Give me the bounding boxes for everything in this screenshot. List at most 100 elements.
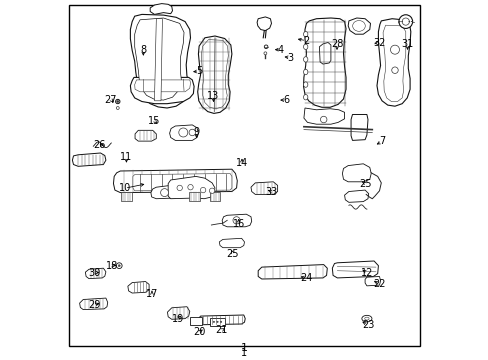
- Bar: [210, 318, 224, 326]
- Text: 9: 9: [193, 127, 199, 137]
- Polygon shape: [167, 307, 189, 319]
- Bar: [190, 317, 202, 325]
- Ellipse shape: [264, 52, 266, 55]
- Ellipse shape: [189, 129, 195, 136]
- Text: 20: 20: [193, 327, 205, 337]
- Ellipse shape: [391, 67, 397, 73]
- Text: 14: 14: [235, 158, 247, 168]
- Text: 25: 25: [358, 179, 370, 189]
- Ellipse shape: [200, 188, 205, 193]
- Text: 4: 4: [277, 45, 284, 55]
- Polygon shape: [113, 169, 237, 193]
- Polygon shape: [344, 190, 368, 202]
- Ellipse shape: [264, 45, 267, 49]
- Polygon shape: [150, 4, 172, 14]
- Polygon shape: [376, 19, 410, 106]
- Text: 10: 10: [118, 183, 130, 193]
- Ellipse shape: [220, 321, 222, 323]
- Text: 5: 5: [196, 66, 202, 76]
- Polygon shape: [219, 238, 244, 248]
- Ellipse shape: [232, 217, 240, 224]
- Ellipse shape: [390, 45, 399, 54]
- Text: 3: 3: [287, 53, 293, 63]
- Text: 1: 1: [241, 343, 247, 353]
- Ellipse shape: [216, 321, 218, 323]
- Text: 19: 19: [171, 314, 183, 324]
- Text: 6: 6: [283, 95, 289, 105]
- Polygon shape: [347, 18, 370, 34]
- Text: 31: 31: [401, 39, 413, 49]
- Text: 22: 22: [372, 279, 385, 289]
- Text: 13: 13: [207, 91, 219, 101]
- Polygon shape: [72, 153, 106, 166]
- Text: 33: 33: [264, 186, 277, 197]
- Ellipse shape: [115, 99, 120, 104]
- Text: 26: 26: [93, 140, 105, 150]
- Ellipse shape: [320, 116, 326, 123]
- Polygon shape: [133, 174, 231, 191]
- Text: 32: 32: [372, 38, 385, 48]
- Text: 25: 25: [226, 249, 239, 259]
- Ellipse shape: [303, 31, 307, 37]
- Polygon shape: [168, 176, 215, 199]
- Polygon shape: [250, 182, 277, 194]
- Ellipse shape: [187, 185, 193, 190]
- Polygon shape: [127, 282, 149, 293]
- Polygon shape: [350, 114, 367, 140]
- Text: 23: 23: [361, 320, 373, 330]
- Text: 11: 11: [120, 152, 132, 162]
- Ellipse shape: [117, 100, 119, 103]
- Polygon shape: [382, 25, 405, 102]
- Text: 28: 28: [330, 39, 343, 49]
- Ellipse shape: [303, 82, 307, 87]
- Ellipse shape: [116, 263, 122, 269]
- Polygon shape: [80, 298, 107, 310]
- Polygon shape: [303, 108, 344, 124]
- Polygon shape: [201, 40, 228, 109]
- Ellipse shape: [116, 107, 119, 109]
- Text: 1: 1: [241, 348, 247, 358]
- Ellipse shape: [177, 185, 182, 191]
- Polygon shape: [135, 130, 156, 141]
- Ellipse shape: [303, 57, 307, 62]
- Polygon shape: [332, 261, 378, 278]
- Ellipse shape: [118, 265, 120, 267]
- Ellipse shape: [209, 188, 214, 194]
- Polygon shape: [258, 265, 326, 279]
- Polygon shape: [134, 18, 183, 100]
- Text: 2: 2: [303, 36, 309, 46]
- Text: 21: 21: [215, 325, 227, 335]
- Ellipse shape: [179, 128, 187, 137]
- Text: 29: 29: [88, 300, 101, 310]
- Polygon shape: [365, 276, 380, 286]
- Ellipse shape: [401, 18, 408, 25]
- Text: 24: 24: [299, 273, 312, 283]
- Text: 27: 27: [104, 95, 117, 105]
- Polygon shape: [134, 80, 190, 92]
- Polygon shape: [197, 315, 244, 325]
- Text: 16: 16: [232, 219, 244, 229]
- Ellipse shape: [303, 69, 307, 75]
- Polygon shape: [169, 125, 198, 140]
- Polygon shape: [197, 36, 231, 113]
- Text: 12: 12: [361, 267, 373, 278]
- Bar: [121, 192, 132, 201]
- Text: 18: 18: [106, 261, 118, 271]
- Polygon shape: [257, 17, 271, 31]
- Text: 17: 17: [145, 289, 158, 299]
- Bar: [209, 192, 220, 201]
- Polygon shape: [151, 185, 178, 199]
- Polygon shape: [130, 77, 194, 104]
- Ellipse shape: [361, 315, 371, 322]
- Text: 7: 7: [378, 136, 385, 147]
- Polygon shape: [222, 214, 251, 227]
- Ellipse shape: [303, 44, 307, 49]
- Text: 30: 30: [88, 267, 101, 278]
- Ellipse shape: [303, 94, 307, 100]
- Ellipse shape: [398, 15, 412, 28]
- Ellipse shape: [364, 317, 368, 320]
- Text: 15: 15: [148, 116, 161, 126]
- Ellipse shape: [213, 321, 214, 323]
- Polygon shape: [319, 42, 330, 64]
- Bar: [189, 192, 200, 201]
